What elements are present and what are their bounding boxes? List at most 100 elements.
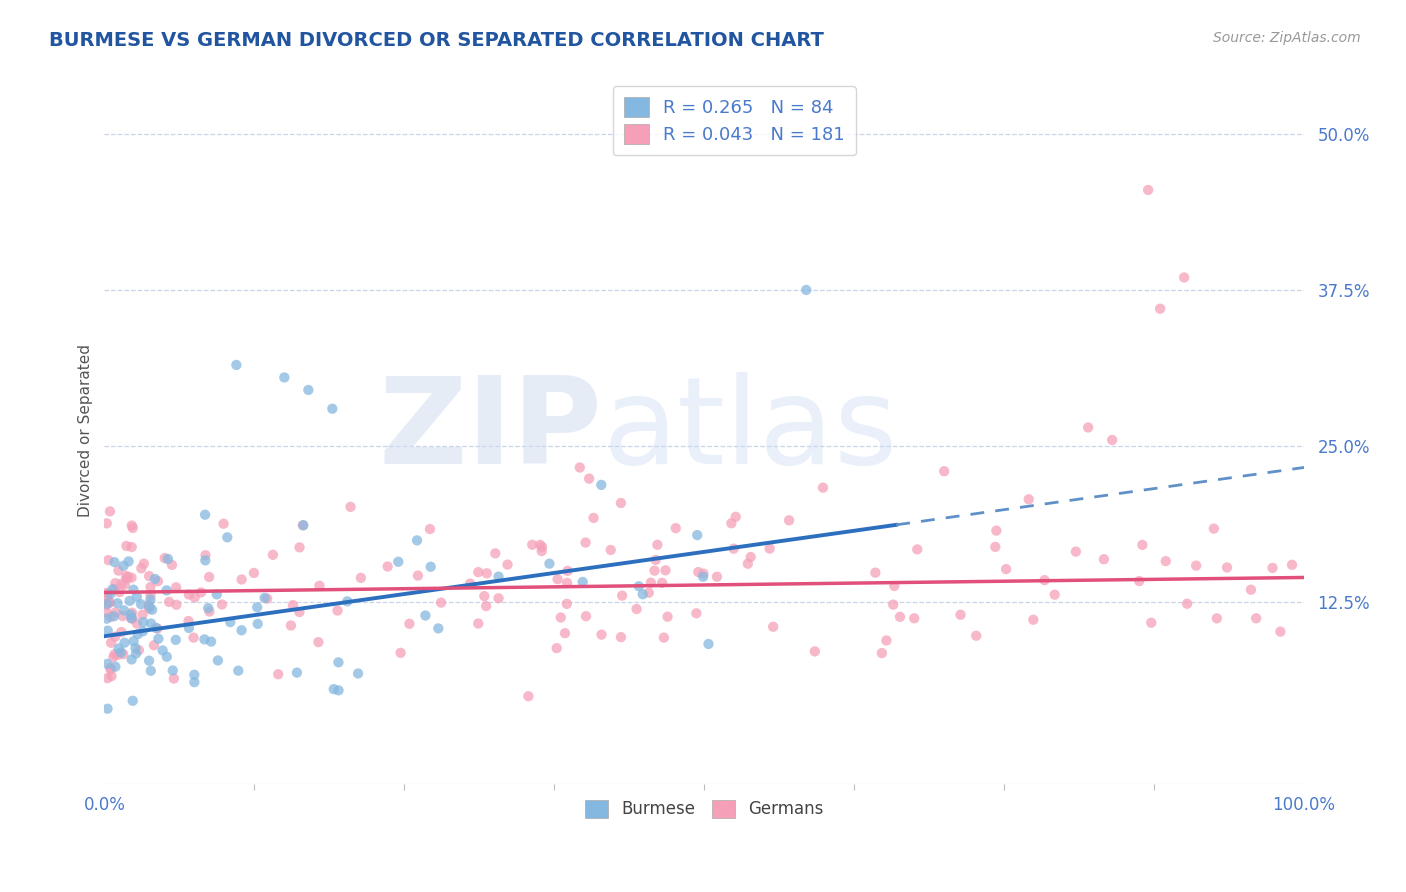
Point <box>115 568 138 582</box>
Point <box>125 647 148 661</box>
Point <box>467 565 489 579</box>
Point <box>804 644 827 658</box>
Point <box>1018 492 1040 507</box>
Point <box>183 667 205 681</box>
Point <box>160 558 183 572</box>
Point <box>127 627 149 641</box>
Point <box>190 585 212 599</box>
Point <box>139 592 162 607</box>
Point <box>148 632 170 646</box>
Point <box>644 564 666 578</box>
Point <box>100 669 122 683</box>
Point <box>115 571 138 585</box>
Point <box>328 656 350 670</box>
Point <box>131 561 153 575</box>
Point <box>96 671 118 685</box>
Point <box>96 598 118 612</box>
Point <box>256 591 278 606</box>
Point <box>118 594 141 608</box>
Point <box>547 572 569 586</box>
Point <box>205 587 228 601</box>
Point <box>121 611 143 625</box>
Point <box>377 559 399 574</box>
Point <box>121 652 143 666</box>
Text: Source: ZipAtlas.com: Source: ZipAtlas.com <box>1213 31 1361 45</box>
Point <box>1173 270 1195 285</box>
Point <box>200 634 222 648</box>
Point <box>706 570 728 584</box>
Point <box>307 635 329 649</box>
Point <box>1216 560 1239 574</box>
Point <box>96 657 118 671</box>
Point <box>121 518 143 533</box>
Point <box>111 576 134 591</box>
Point <box>285 665 308 680</box>
Point <box>100 610 122 624</box>
Point <box>114 578 136 592</box>
Point <box>430 596 453 610</box>
Point <box>644 553 666 567</box>
Point <box>112 558 135 573</box>
Point <box>121 606 143 620</box>
Point <box>1240 582 1263 597</box>
Text: ZIP: ZIP <box>378 372 602 489</box>
Point <box>1244 611 1267 625</box>
Point <box>484 546 506 560</box>
Point <box>96 597 118 611</box>
Point <box>139 664 162 678</box>
Point <box>288 541 311 555</box>
Point <box>97 587 120 601</box>
Point <box>198 605 221 619</box>
Point <box>475 599 498 613</box>
Point <box>108 585 131 599</box>
Point <box>657 609 679 624</box>
Point <box>262 548 284 562</box>
Point <box>138 599 160 614</box>
Point <box>934 464 956 478</box>
Point <box>104 647 127 661</box>
Point <box>599 543 621 558</box>
Point <box>1140 615 1163 630</box>
Point <box>647 538 669 552</box>
Point <box>1185 558 1208 573</box>
Point <box>406 568 429 582</box>
Point <box>322 682 344 697</box>
Point <box>472 589 495 603</box>
Point <box>387 555 409 569</box>
Point <box>231 624 253 638</box>
Point <box>132 615 155 629</box>
Point <box>139 616 162 631</box>
Point <box>217 530 239 544</box>
Point <box>1154 554 1177 568</box>
Point <box>308 579 330 593</box>
Point <box>107 596 129 610</box>
Point <box>114 636 136 650</box>
Point <box>100 636 122 650</box>
Point <box>101 582 124 597</box>
Point <box>139 588 162 602</box>
Point <box>1261 561 1284 575</box>
Point <box>107 648 129 662</box>
Point <box>96 586 118 600</box>
Point <box>582 511 605 525</box>
Point <box>758 541 780 556</box>
Legend: Burmese, Germans: Burmese, Germans <box>578 793 831 825</box>
Point <box>571 574 593 589</box>
Point <box>905 542 928 557</box>
Point <box>419 559 441 574</box>
Point <box>97 624 120 638</box>
Point <box>138 654 160 668</box>
Point <box>110 645 132 659</box>
Point <box>336 594 359 608</box>
Point <box>1205 611 1227 625</box>
Point <box>253 591 276 605</box>
Point <box>157 595 180 609</box>
Point <box>100 661 122 675</box>
Point <box>143 572 166 586</box>
Point <box>225 358 247 372</box>
Point <box>121 540 143 554</box>
Point <box>98 504 121 518</box>
Point <box>415 608 437 623</box>
Point <box>96 516 118 531</box>
Point <box>97 595 120 609</box>
